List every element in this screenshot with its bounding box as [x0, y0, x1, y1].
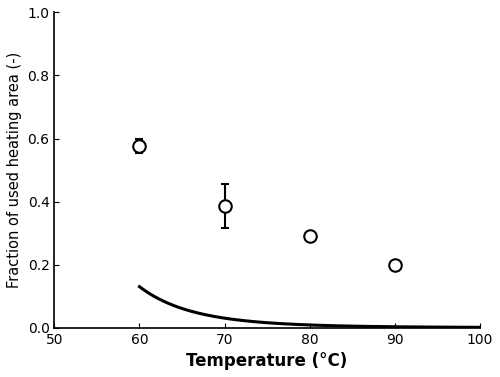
Y-axis label: Fraction of used heating area (-): Fraction of used heating area (-) [7, 52, 22, 288]
X-axis label: Temperature (°C): Temperature (°C) [186, 352, 348, 370]
